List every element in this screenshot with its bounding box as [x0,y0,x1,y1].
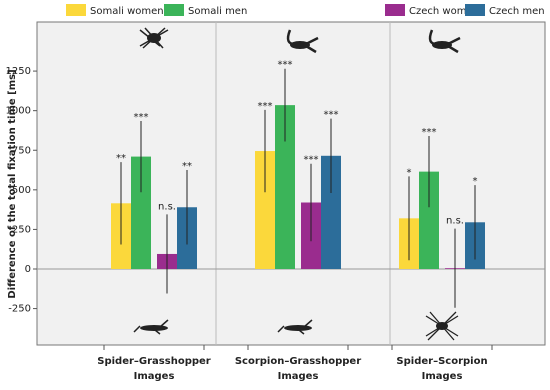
legend-swatch [66,4,86,16]
significance-label: n.s. [446,216,464,227]
x-tick-sublabel: Images [134,371,175,382]
significance-label: * [407,167,412,178]
animal-icons [133,27,461,341]
x-tick-label: Scorpion–Grasshopper [235,356,361,367]
bar [255,151,275,269]
significance-label: *** [422,127,437,138]
significance-label: *** [324,110,339,121]
significance-label: *** [134,112,149,123]
y-tick-label: -250 [8,304,31,315]
bar [419,171,439,269]
x-tick-sublabel: Images [422,371,463,382]
bar [275,105,295,269]
y-tick-label: 500 [12,185,31,196]
significance-label: ** [182,161,192,172]
x-tick-label: Spider–Scorpion [396,356,487,367]
y-axis-label: Difference of the total fixation time [m… [7,69,18,298]
x-tick-label: Spider–Grasshopper [97,356,211,367]
significance-label: *** [304,155,319,166]
y-tick-label: 0 [25,264,31,275]
legend-swatch [385,4,405,16]
legend-swatch [465,4,485,16]
bar [131,156,151,269]
significance-label: ** [116,153,126,164]
y-tick-label: 750 [12,145,31,156]
legend-swatch [164,4,184,16]
significance-label: * [473,176,478,187]
y-tick-label: 250 [12,224,31,235]
y-tick-label: 1000 [6,106,31,117]
legend-label: Somali women [90,6,164,17]
legend-label: Czech women [409,6,479,17]
significance-label: *** [278,60,293,71]
legend-label: Somali men [188,6,247,17]
y-tick-label: 1250 [6,66,31,77]
legend-label: Czech men [489,6,545,17]
bar [321,155,341,269]
x-tick-sublabel: Images [278,371,319,382]
significance-label: *** [258,101,273,112]
significance-label: n.s. [158,201,176,212]
